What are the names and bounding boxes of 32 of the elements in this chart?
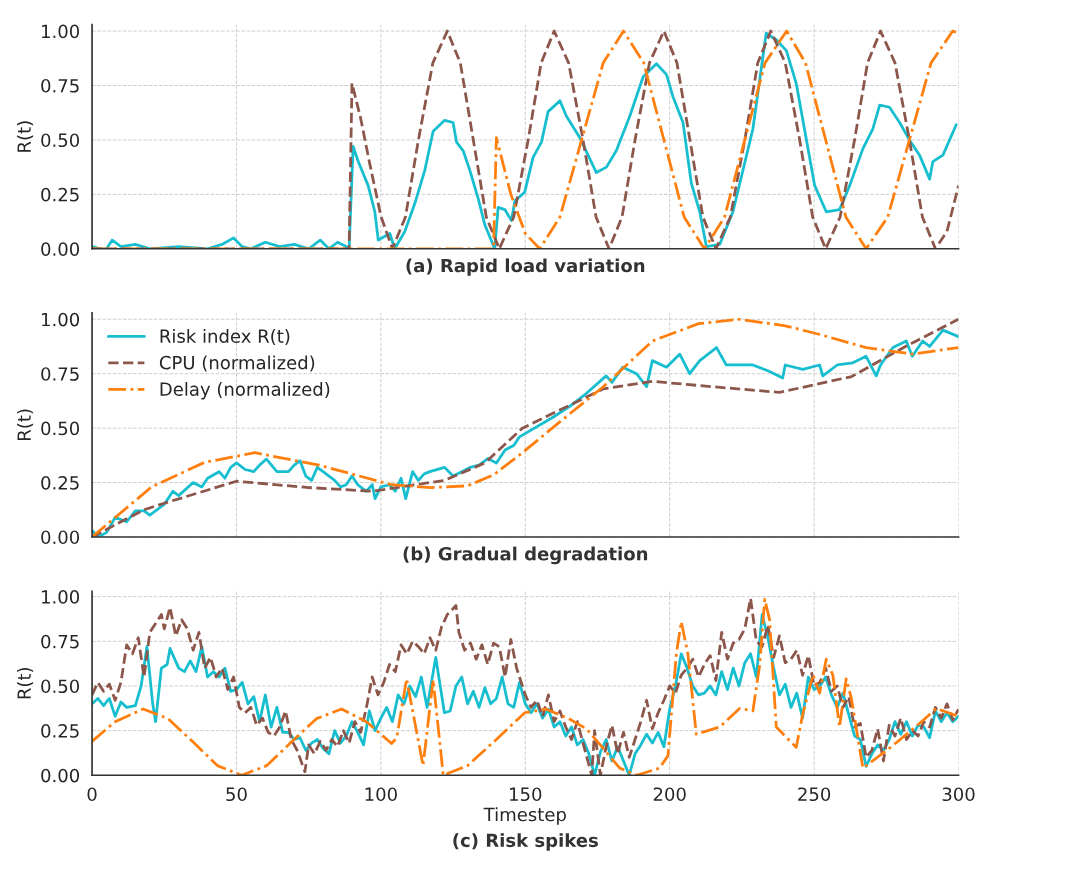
y-tick-label: 0.75 — [41, 367, 79, 381]
y-tick-label: 0.00 — [41, 530, 80, 545]
y-tick-label: 1.00 — [42, 590, 80, 604]
legend-label: Delay (normalized) — [160, 381, 330, 400]
x-tick-label: 100 — [365, 787, 397, 802]
y-tick-label: 0.25 — [41, 724, 79, 738]
y-tick-label: 0.25 — [41, 187, 79, 202]
y-tick-label: 0.50 — [41, 133, 80, 148]
y-axis-title: R(t) — [17, 409, 34, 440]
text: (b) Gradual degradation — [403, 546, 648, 565]
y-tick-label: 0.25 — [41, 476, 79, 490]
legend-label: Risk index R(t) — [160, 328, 290, 346]
y-tick-label: 0.75 — [41, 634, 79, 649]
x-tick-label: 50 — [226, 787, 247, 802]
y-tick-label: 1.00 — [42, 24, 80, 39]
y-tick-label: 1.00 — [42, 312, 80, 327]
y-tick-label: 0.50 — [41, 679, 80, 694]
x-tick-label: 0 — [87, 787, 97, 802]
legend-label: CPU (normalized) — [159, 355, 315, 372]
text: (c) Risk spikes — [453, 833, 598, 851]
y-tick-label: 0.50 — [41, 421, 80, 436]
y-axis-title: R(t) — [17, 667, 34, 699]
x-axis-title: Timestep — [483, 807, 566, 825]
x-tick-label: 300 — [942, 787, 975, 802]
x-tick-label: 150 — [510, 787, 542, 802]
y-tick-label: 0.00 — [41, 768, 80, 783]
x-tick-label: 200 — [653, 787, 686, 802]
y-axis-title: R(t) — [17, 121, 34, 152]
y-tick-label: 0.75 — [41, 78, 79, 93]
text: (a) Rapid load variation — [406, 258, 645, 276]
y-tick-label: 0.00 — [41, 242, 80, 256]
x-tick-label: 250 — [798, 787, 831, 802]
